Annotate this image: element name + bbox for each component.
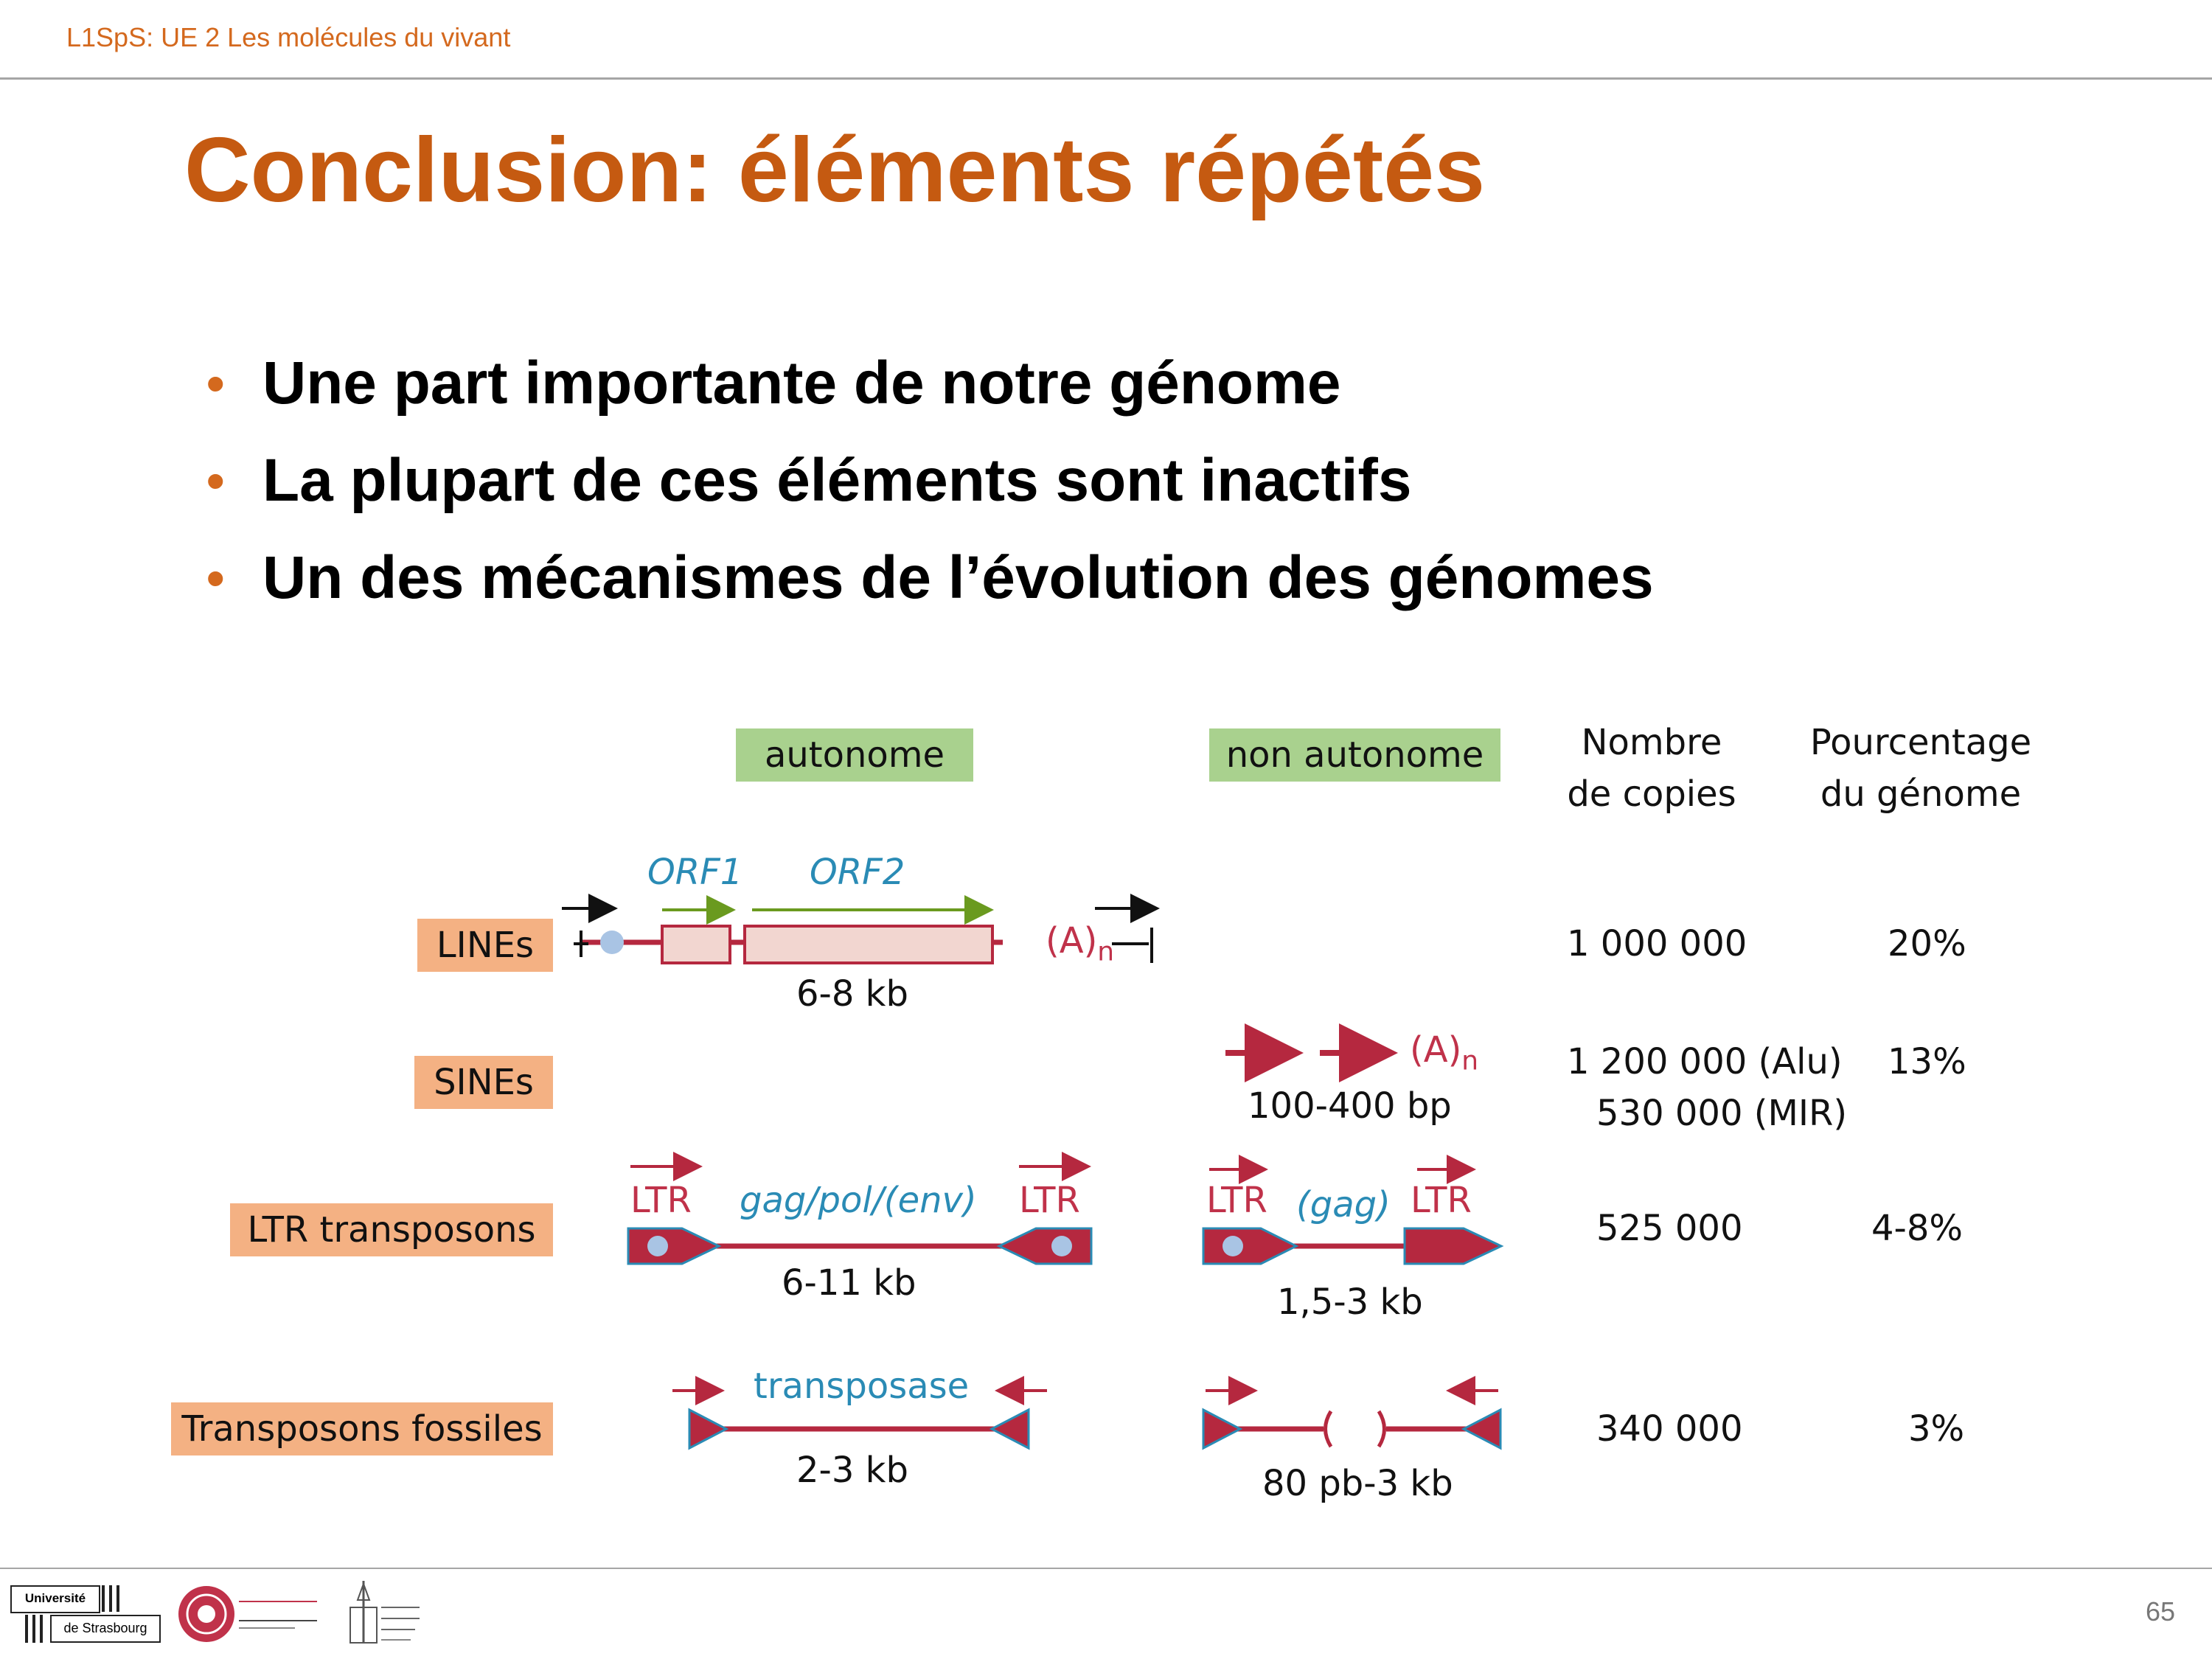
cathedral-icon: [349, 1581, 420, 1644]
page-number: 65: [2145, 1596, 2175, 1627]
promoter-dot-icon: [647, 1236, 668, 1256]
ltr-genes-label: gag/pol/(env): [740, 1180, 977, 1221]
sines-copies-mir: 530 000 (MIR): [1596, 1093, 1848, 1134]
faculty-seal-icon: [178, 1586, 317, 1642]
bullet-item: • La plupart de ces éléments sont inactif…: [206, 444, 1654, 541]
ltr-left-box: [1202, 1227, 1299, 1265]
ltr-non-right-label: LTR: [1411, 1180, 1472, 1221]
fossil-non-element-diagram: [1202, 1376, 1502, 1450]
fossil-non-size-label: 80 pb-3 kb: [1262, 1463, 1453, 1504]
medical-faculty-logo: [177, 1584, 321, 1644]
lines-copies: 1 000 000: [1567, 923, 1747, 964]
ltr-copies: 525 000: [1596, 1208, 1743, 1249]
ltr-right-box: [996, 1227, 1093, 1265]
orf1-label: ORF1: [647, 852, 743, 893]
orf1-box: [661, 925, 731, 964]
lines-size-label: 6-8 kb: [796, 973, 908, 1015]
hospital-logo: [343, 1578, 424, 1646]
lines-polya-label: (A)n: [1046, 920, 1115, 967]
bullet-dot-icon: •: [206, 549, 225, 607]
slide-title: Conclusion: éléments répétés: [184, 119, 1486, 221]
ltr-non-left-label: LTR: [1206, 1180, 1267, 1221]
bullet-item: • Un des mécanismes de l’évolution des gé…: [206, 541, 1654, 639]
fossil-auto-size-label: 2-3 kb: [796, 1450, 908, 1491]
row-label-lines: LINEs: [417, 919, 553, 972]
fossil-percent: 3%: [1908, 1408, 1965, 1450]
fossil-auto-element-diagram: [672, 1376, 1047, 1450]
ltr-left-box: [627, 1227, 722, 1265]
promoter-dot-icon: [600, 931, 624, 954]
ltr-percent: 4-8%: [1871, 1208, 1964, 1249]
ltr-auto-size-label: 6-11 kb: [782, 1262, 917, 1304]
inverted-repeat-right-icon: [989, 1408, 1030, 1450]
ltr-auto-element-diagram: [627, 1152, 1093, 1265]
non-autonome-tag: non autonome: [1209, 728, 1500, 782]
bullet-list: • Une part importante de notre génome • La…: [206, 347, 1654, 639]
row-label-ltr-transposons: LTR transposons: [230, 1203, 553, 1256]
promoter-dot-icon: [1222, 1236, 1243, 1256]
lines-percent: 20%: [1888, 923, 1966, 964]
header-divider: [0, 77, 2212, 80]
lines-element-diagram: [562, 894, 1160, 964]
course-header: L1SpS: UE 2 Les molécules du vivant: [66, 22, 511, 52]
inverted-repeat-left-icon: [688, 1408, 729, 1450]
fossil-copies: 340 000: [1596, 1408, 1743, 1450]
row-label-fossil-transposons: Transposons fossiles: [171, 1402, 553, 1455]
ltr-non-element-diagram: [1202, 1155, 1504, 1265]
sines-copies-alu: 1 200 000 (Alu): [1567, 1041, 1843, 1082]
ltr-non-genes-label: (gag): [1296, 1184, 1391, 1225]
sines-percent: 13%: [1888, 1041, 1966, 1082]
ltr-left-label: LTR: [630, 1180, 692, 1221]
inverted-repeat-right-icon: [1461, 1408, 1502, 1450]
ltr-right-box: [1403, 1227, 1504, 1265]
autonome-tag: autonome: [736, 728, 973, 782]
bullet-item: • Une part importante de notre génome: [206, 347, 1654, 444]
percent-column-header: Pourcentage du génome: [1809, 722, 2032, 815]
inverted-repeat-left-icon: [1202, 1408, 1243, 1450]
ltr-right-label: LTR: [1019, 1180, 1080, 1221]
copies-column-header: Nombre de copies: [1567, 722, 1736, 815]
orf2-box: [743, 925, 994, 964]
footer-divider: [0, 1568, 2212, 1569]
sines-polya-label: (A)n: [1410, 1029, 1479, 1077]
bullet-dot-icon: •: [206, 452, 225, 509]
university-logo: Université de Strasbourg: [10, 1585, 161, 1643]
orf2-label: ORF2: [810, 852, 905, 893]
promoter-dot-icon: [1051, 1236, 1072, 1256]
transposase-label: transposase: [754, 1366, 970, 1407]
ltr-non-size-label: 1,5-3 kb: [1277, 1281, 1423, 1323]
sines-size-label: 100-400 bp: [1248, 1085, 1452, 1127]
row-label-sines: SINEs: [414, 1056, 553, 1109]
bullet-dot-icon: •: [206, 355, 225, 412]
